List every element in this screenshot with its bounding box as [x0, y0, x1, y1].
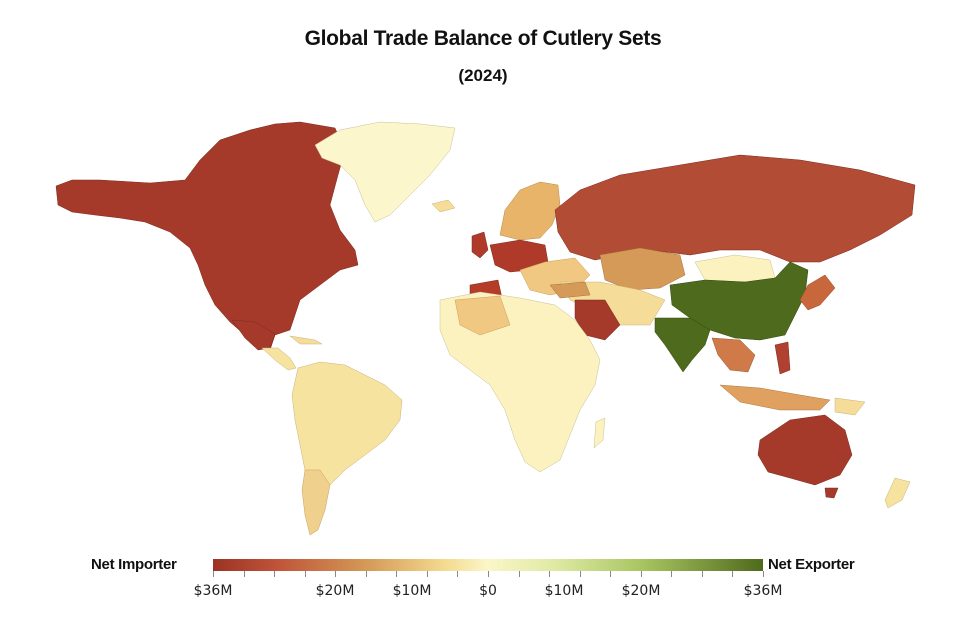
legend-tick-mark [488, 571, 489, 577]
legend-right-label: Net Exporter [768, 556, 855, 573]
region-uk[interactable] [471, 231, 489, 259]
region-north-america[interactable] [55, 121, 359, 351]
legend-tick-mark [610, 571, 611, 577]
region-greenland[interactable] [314, 121, 456, 223]
region-kazakhstan[interactable] [599, 247, 686, 291]
legend-tick-mark [671, 571, 672, 577]
region-philippines[interactable] [774, 341, 791, 375]
legend-tick-mark [457, 571, 458, 577]
chart-subtitle: (2024) [458, 66, 508, 85]
region-argentina-chile[interactable] [301, 469, 331, 536]
legend-color-bar [213, 559, 763, 571]
legend-tick-mark [213, 571, 214, 577]
region-mongolia[interactable] [694, 254, 776, 283]
region-new-zealand[interactable] [884, 477, 911, 509]
legend-tick-mark [305, 571, 306, 577]
region-indonesia[interactable] [719, 384, 831, 411]
region-saudi-arabia[interactable] [574, 299, 621, 341]
region-madagascar[interactable] [593, 417, 606, 449]
legend-tick-mark [702, 571, 703, 577]
region-south-america[interactable] [291, 361, 403, 496]
region-northern-europe[interactable] [499, 181, 561, 241]
region-iceland[interactable] [431, 199, 456, 213]
legend-tick-mark [427, 571, 428, 577]
legend-tick-label: $10M [392, 583, 432, 599]
legend-tick-mark [549, 571, 550, 577]
region-tasmania[interactable] [824, 487, 839, 499]
legend-tick-label: $36M [193, 583, 233, 599]
legend-tick-mark [244, 571, 245, 577]
legend-tick-mark [580, 571, 581, 577]
chart-title: Global Trade Balance of Cutlery Sets [304, 27, 662, 50]
legend-tick-label: $20M [621, 583, 661, 599]
legend-tick-mark [641, 571, 642, 577]
region-japan[interactable] [799, 274, 836, 311]
region-india[interactable] [654, 317, 711, 373]
legend-tick-label: $36M [743, 583, 783, 599]
region-turkey[interactable] [549, 281, 591, 299]
region-caribbean[interactable] [289, 335, 323, 345]
legend-tick-mark [732, 571, 733, 577]
legend-tick-mark [335, 571, 336, 577]
legend-tick-mark [519, 571, 520, 577]
region-central-america[interactable] [261, 347, 297, 371]
legend-tick-mark [274, 571, 275, 577]
legend-tick-label: $10M [544, 583, 584, 599]
region-southeast-asia[interactable] [711, 337, 756, 373]
region-australia[interactable] [757, 414, 853, 486]
legend-tick-mark [396, 571, 397, 577]
region-papua-new-guinea[interactable] [834, 397, 866, 416]
region-africa[interactable] [439, 291, 601, 473]
legend-tick-label: $0 [479, 583, 497, 599]
region-north-africa[interactable] [454, 295, 511, 336]
legend-tick-label: $20M [315, 583, 355, 599]
legend-tick-mark [763, 571, 764, 577]
legend-tick-mark [366, 571, 367, 577]
region-russia[interactable] [554, 154, 916, 263]
legend-left-label: Net Importer [91, 556, 177, 573]
